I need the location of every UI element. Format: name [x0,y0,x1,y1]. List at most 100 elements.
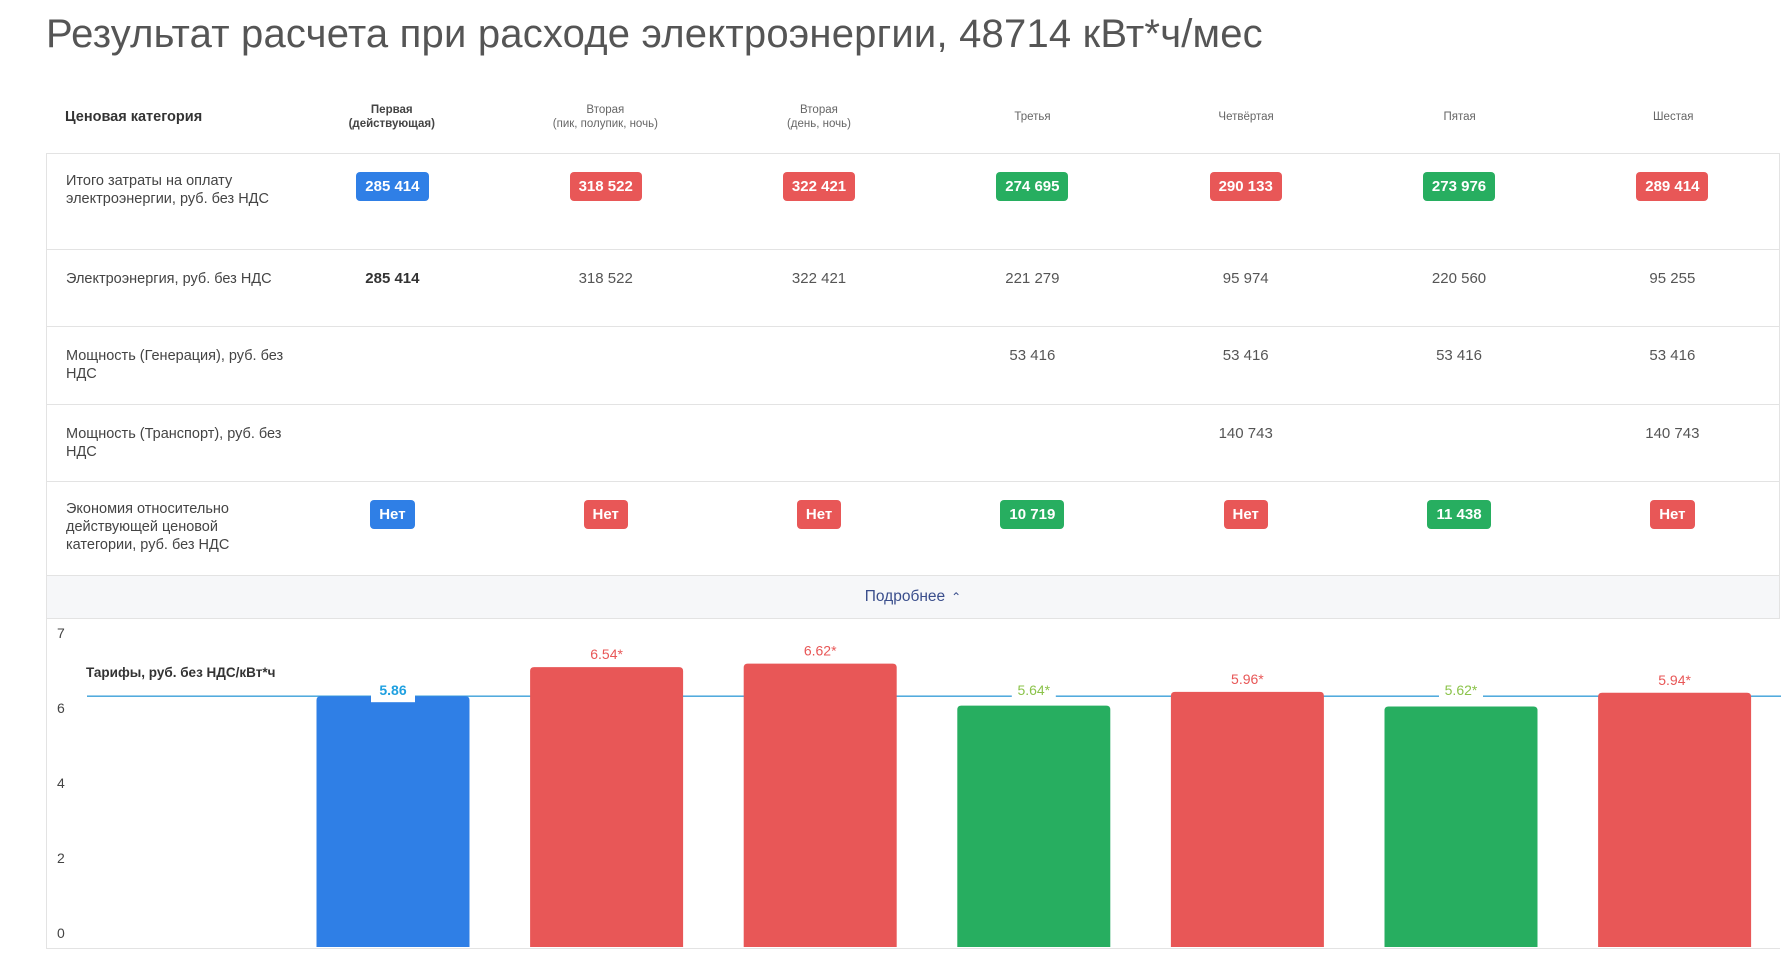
bar-value-label: 5.96* [1231,671,1264,687]
cell-value: 53 416 [1222,347,1269,364]
cell: 318 522 [499,172,712,201]
tariff-chart: 7 6 4 2 0 Тарифы, руб. без НДС/кВт*ч 5.86 6.54*… [46,619,1781,949]
value-badge: Нет [583,500,628,529]
cell: 322 421 [712,172,925,201]
y-tick-label: 0 [57,925,65,941]
column-header-line1: Третья [1014,110,1051,123]
value-badge: 318 522 [569,172,642,201]
table-row: Мощность (Транспорт), руб. без НДС 140 74… [46,405,1780,482]
chart-svg: 7 6 4 2 0 Тарифы, руб. без НДС/кВт*ч 5.86 6.54*… [57,625,1781,947]
table-row: Мощность (Генерация), руб. без НДС 53 416… [46,327,1780,405]
column-header-line1: Четвёртая [1218,110,1274,123]
chevron-up-icon: ⌃ [951,590,962,604]
bar [316,696,470,947]
label-bg [1439,688,1483,703]
cell: 285 414 [286,172,499,201]
y-tick-label: 6 [57,700,65,716]
cell-value: 318 522 [578,270,633,287]
value-badge: 322 421 [782,172,856,201]
value-badge: Нет [1650,500,1695,529]
table-row: Экономия относительно действующей ценово… [46,482,1780,576]
bar-value-label: 5.62* [1445,682,1478,698]
column-header-line2: (день, ночь) [786,117,851,130]
row-label: Мощность (Генерация), руб. без НДС [66,348,284,382]
cell: 273 976 [1352,172,1565,201]
comparison-table: Ценовая категория Первая (действующая) Вто… [46,80,1780,619]
y-tick-label: 4 [57,775,65,791]
cell: 11 438 [1352,500,1565,529]
value-badge: 274 695 [996,172,1069,201]
cell-value: 53 416 [1436,347,1482,364]
more-label: Подробнее [864,588,946,605]
value-badge: Нет [796,500,842,529]
column-header: Вторая (день, ночь) [712,103,926,131]
column-header-line1: Пятая [1443,110,1476,123]
value-badge: 285 414 [356,172,429,201]
value-badge: 10 719 [1000,500,1065,529]
y-tick-label: 2 [57,850,65,866]
table-row: Электроэнергия, руб. без НДС 285 414 318 5… [46,250,1780,327]
bar-value-label: 5.64* [1017,682,1050,698]
column-header: Четвёртая [1139,110,1353,124]
value-badge: 273 976 [1422,172,1496,201]
bar-value-label: 6.62* [804,643,837,659]
column-header-line2: (действующая) [348,117,435,130]
cell: 10 719 [926,500,1139,529]
column-header: Вторая (пик, полупик, ночь) [499,103,713,131]
cell-value: 53 416 [1649,347,1696,364]
row-label: Итого затраты на оплату электроэнергии, … [66,173,269,207]
cell: Нет [499,500,712,529]
bar [957,705,1111,947]
cell: Нет [1139,500,1352,529]
table-header: Ценовая категория Первая (действующая) Вто… [46,80,1780,154]
cell-value: 322 421 [791,270,847,287]
column-header-line1: Вторая [800,103,838,116]
cell: 274 695 [926,172,1139,201]
cell: 290 133 [1139,172,1352,201]
label-bg [371,688,415,703]
value-badge: Нет [1223,500,1268,529]
cell-value: 95 255 [1649,270,1696,287]
cell-value: 221 279 [1005,270,1060,287]
column-header: Пятая [1353,110,1567,124]
page-title: Результат расчета при расходе электроэне… [46,12,1263,56]
cell: Нет [1566,500,1779,529]
value-badge: Нет [370,500,415,529]
row-label: Электроэнергия, руб. без НДС [66,271,272,287]
column-header: Шестая [1566,110,1780,124]
column-header-line1: Первая [370,103,413,116]
value-badge: 11 438 [1427,500,1491,529]
bar [1384,706,1538,947]
bar [743,663,897,947]
bar [1170,691,1324,947]
value-badge: 289 414 [1636,172,1709,201]
column-header: Первая (действующая) [285,103,499,131]
value-badge: 290 133 [1209,172,1282,201]
header-label: Ценовая категория [65,108,203,125]
column-header-line1: Шестая [1653,110,1694,123]
column-header-line1: Вторая [586,103,625,116]
cell-value: 140 743 [1218,425,1273,442]
column-header-line2: (пик, полупик, ночь) [552,117,658,130]
cell: Нет [286,500,499,529]
bar [530,667,684,947]
cell-value: 285 414 [365,270,420,287]
column-header: Третья [926,110,1140,124]
cell-value: 220 560 [1431,270,1487,287]
bar-value-label: 5.86 [379,682,406,698]
bar-value-label: 6.54* [590,646,623,662]
cell: Нет [712,500,925,529]
bar-value-label: 5.94* [1658,672,1691,688]
row-label: Мощность (Транспорт), руб. без НДС [66,426,282,460]
table-row: Итого затраты на оплату электроэнергии, … [46,154,1780,250]
cell: 289 414 [1566,172,1779,201]
cell-value: 140 743 [1645,425,1700,442]
cell-value: 53 416 [1009,347,1056,364]
label-bg [1011,688,1056,703]
bar [1598,692,1752,947]
y-tick-label: 7 [57,625,65,641]
chart-title: Тарифы, руб. без НДС/кВт*ч [86,665,275,680]
more-button[interactable]: Подробнее ⌃ [46,576,1780,619]
cell-value: 95 974 [1222,270,1269,287]
row-label: Экономия относительно действующей ценово… [66,501,230,553]
